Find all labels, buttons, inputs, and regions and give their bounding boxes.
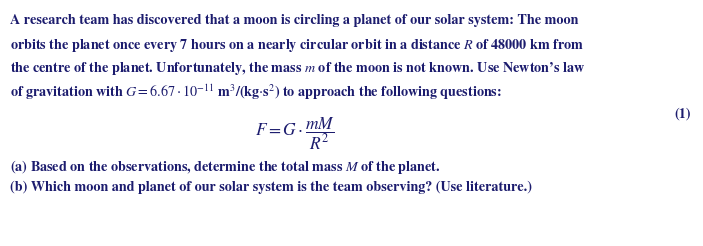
Text: the centre of the planet. Unfortunately, the mass $m$ of the moon is not known. : the centre of the planet. Unfortunately,…: [10, 60, 586, 77]
Text: (b) Which moon and planet of our solar system is the team observing? (Use litera: (b) Which moon and planet of our solar s…: [10, 181, 532, 194]
Text: $F = G \cdot \dfrac{mM}{R^2}$: $F = G \cdot \dfrac{mM}{R^2}$: [255, 116, 335, 152]
Text: A research team has discovered that a moon is circling a planet of our solar sys: A research team has discovered that a mo…: [10, 14, 579, 27]
Text: (1): (1): [674, 108, 691, 121]
Text: orbits the planet once every 7 hours on a nearly circular orbit in a distance $R: orbits the planet once every 7 hours on …: [10, 37, 584, 54]
Text: (a) Based on the observations, determine the total mass $M$ of the planet.: (a) Based on the observations, determine…: [10, 158, 441, 176]
Text: of gravitation with $G = 6.67 \cdot 10^{-11}$ m$^3$/(kg$\cdot$s$^2$) to approach: of gravitation with $G = 6.67 \cdot 10^{…: [10, 83, 502, 103]
